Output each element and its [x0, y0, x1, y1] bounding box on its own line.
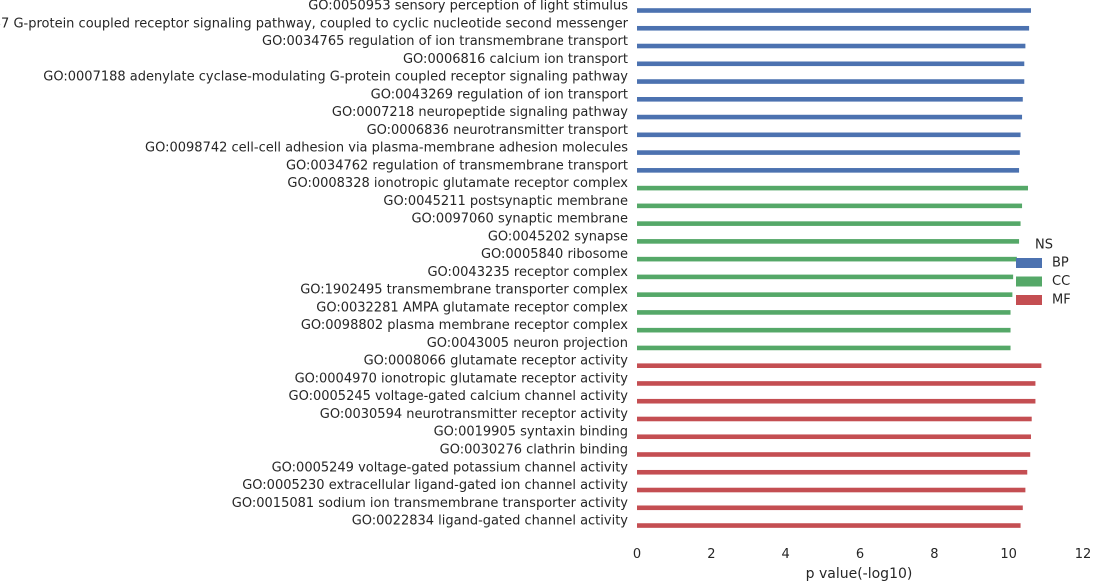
- legend-swatch-bp: [1016, 258, 1042, 268]
- category-label: GO:0098802 plasma membrane receptor comp…: [301, 318, 628, 333]
- category-label: GO:0006836 neurotransmitter transport: [367, 123, 628, 138]
- category-label: GO:0097060 synaptic membrane: [411, 212, 628, 227]
- bar-bp: [637, 43, 1026, 49]
- bar-bp: [637, 8, 1031, 13]
- category-label: GO:0005249 voltage-gated potassium chann…: [272, 460, 629, 475]
- bar-cc: [637, 185, 1028, 191]
- bar-cc: [637, 345, 1011, 351]
- category-label: GO:0045202 synapse: [488, 229, 628, 244]
- category-label: GO:0004970 ionotropic glutamate receptor…: [295, 371, 629, 386]
- category-label: GO:0043005 neuron projection: [427, 336, 628, 351]
- bar-mf: [637, 523, 1021, 528]
- legend-label-cc: CC: [1052, 274, 1070, 289]
- bar-mf: [637, 398, 1036, 404]
- legend-swatch-mf: [1016, 295, 1042, 305]
- category-label: GO:0007187 G-protein coupled receptor si…: [0, 16, 629, 31]
- bar-cc: [637, 310, 1011, 315]
- bar-bp: [637, 25, 1030, 31]
- x-axis: 0 2 4 6 8 10 12: [633, 547, 1091, 562]
- bar-cc: [637, 256, 1017, 262]
- bar-mf: [637, 487, 1026, 493]
- category-label: GO:0005230 extracellular ligand-gated io…: [242, 478, 628, 493]
- bar-cc: [637, 292, 1013, 297]
- category-label: GO:0098742 cell-cell adhesion via plasma…: [145, 141, 628, 156]
- bar-cc: [637, 221, 1021, 226]
- bar-bp: [637, 61, 1025, 67]
- bar-bp: [637, 132, 1021, 138]
- legend-label-bp: BP: [1052, 256, 1069, 271]
- x-tick-label: 12: [1075, 547, 1092, 562]
- legend: NS BP CC MF: [1016, 238, 1071, 308]
- category-label: GO:0008066 glutamate receptor activity: [364, 354, 629, 369]
- category-label: GO:0008328 ionotropic glutamate receptor…: [287, 176, 628, 191]
- legend-swatch-cc: [1016, 276, 1042, 287]
- bar-mf: [637, 452, 1031, 457]
- bar-bp: [637, 114, 1023, 120]
- bar-bp: [637, 168, 1020, 173]
- x-tick-label: 0: [633, 547, 641, 562]
- category-label: GO:0045211 postsynaptic membrane: [383, 194, 628, 209]
- x-axis-label: p value(-log10): [806, 566, 913, 582]
- bar-cc: [637, 327, 1011, 333]
- category-label: GO:0019905 syntaxin binding: [434, 425, 628, 440]
- category-label: GO:0015081 sodium ion transmembrane tran…: [232, 496, 628, 511]
- category-label: GO:0007218 neuropeptide signaling pathwa…: [332, 105, 628, 120]
- bar-cc: [637, 203, 1023, 209]
- bar-bp: [637, 79, 1025, 84]
- bar-bp: [637, 150, 1020, 155]
- category-label: GO:0034762 regulation of transmembrane t…: [286, 158, 628, 173]
- x-tick-label: 4: [782, 547, 790, 562]
- legend-title: NS: [1035, 238, 1053, 253]
- x-tick-label: 2: [707, 547, 715, 562]
- bars-layer: [637, 8, 1042, 528]
- category-label: GO:0034765 regulation of ion transmembra…: [262, 34, 628, 49]
- category-label: GO:0043269 regulation of ion transport: [371, 87, 628, 102]
- x-tick-label: 10: [1000, 547, 1017, 562]
- bar-mf: [637, 363, 1042, 368]
- bar-cc: [637, 239, 1020, 244]
- bar-bp: [637, 97, 1023, 102]
- bar-cc: [637, 274, 1014, 280]
- category-label: GO:0030594 neurotransmitter receptor act…: [320, 407, 629, 422]
- x-tick-label: 8: [930, 547, 938, 562]
- category-labels: GO:0050953 sensory perception of light s…: [0, 0, 629, 529]
- bar-mf: [637, 505, 1023, 511]
- category-label: GO:0005245 voltage-gated calcium channel…: [289, 389, 629, 404]
- x-tick-label: 6: [856, 547, 864, 562]
- category-label: GO:0005840 ribosome: [481, 247, 628, 262]
- category-label: GO:0050953 sensory perception of light s…: [308, 0, 628, 14]
- category-label: GO:0043235 receptor complex: [427, 265, 628, 280]
- category-label: GO:0022834 ligand-gated channel activity: [352, 514, 629, 529]
- category-label: GO:0007188 adenylate cyclase-modulating …: [43, 70, 628, 85]
- legend-label-mf: MF: [1052, 293, 1071, 308]
- bar-mf: [637, 416, 1032, 422]
- bar-mf: [637, 469, 1028, 475]
- bar-mf: [637, 434, 1031, 440]
- category-label: GO:0030276 clathrin binding: [440, 443, 628, 458]
- bar-mf: [637, 381, 1036, 386]
- category-label: GO:0032281 AMPA glutamate receptor compl…: [316, 300, 628, 315]
- category-label: GO:1902495 transmembrane transporter com…: [300, 283, 628, 298]
- category-label: GO:0006816 calcium ion transport: [403, 52, 628, 67]
